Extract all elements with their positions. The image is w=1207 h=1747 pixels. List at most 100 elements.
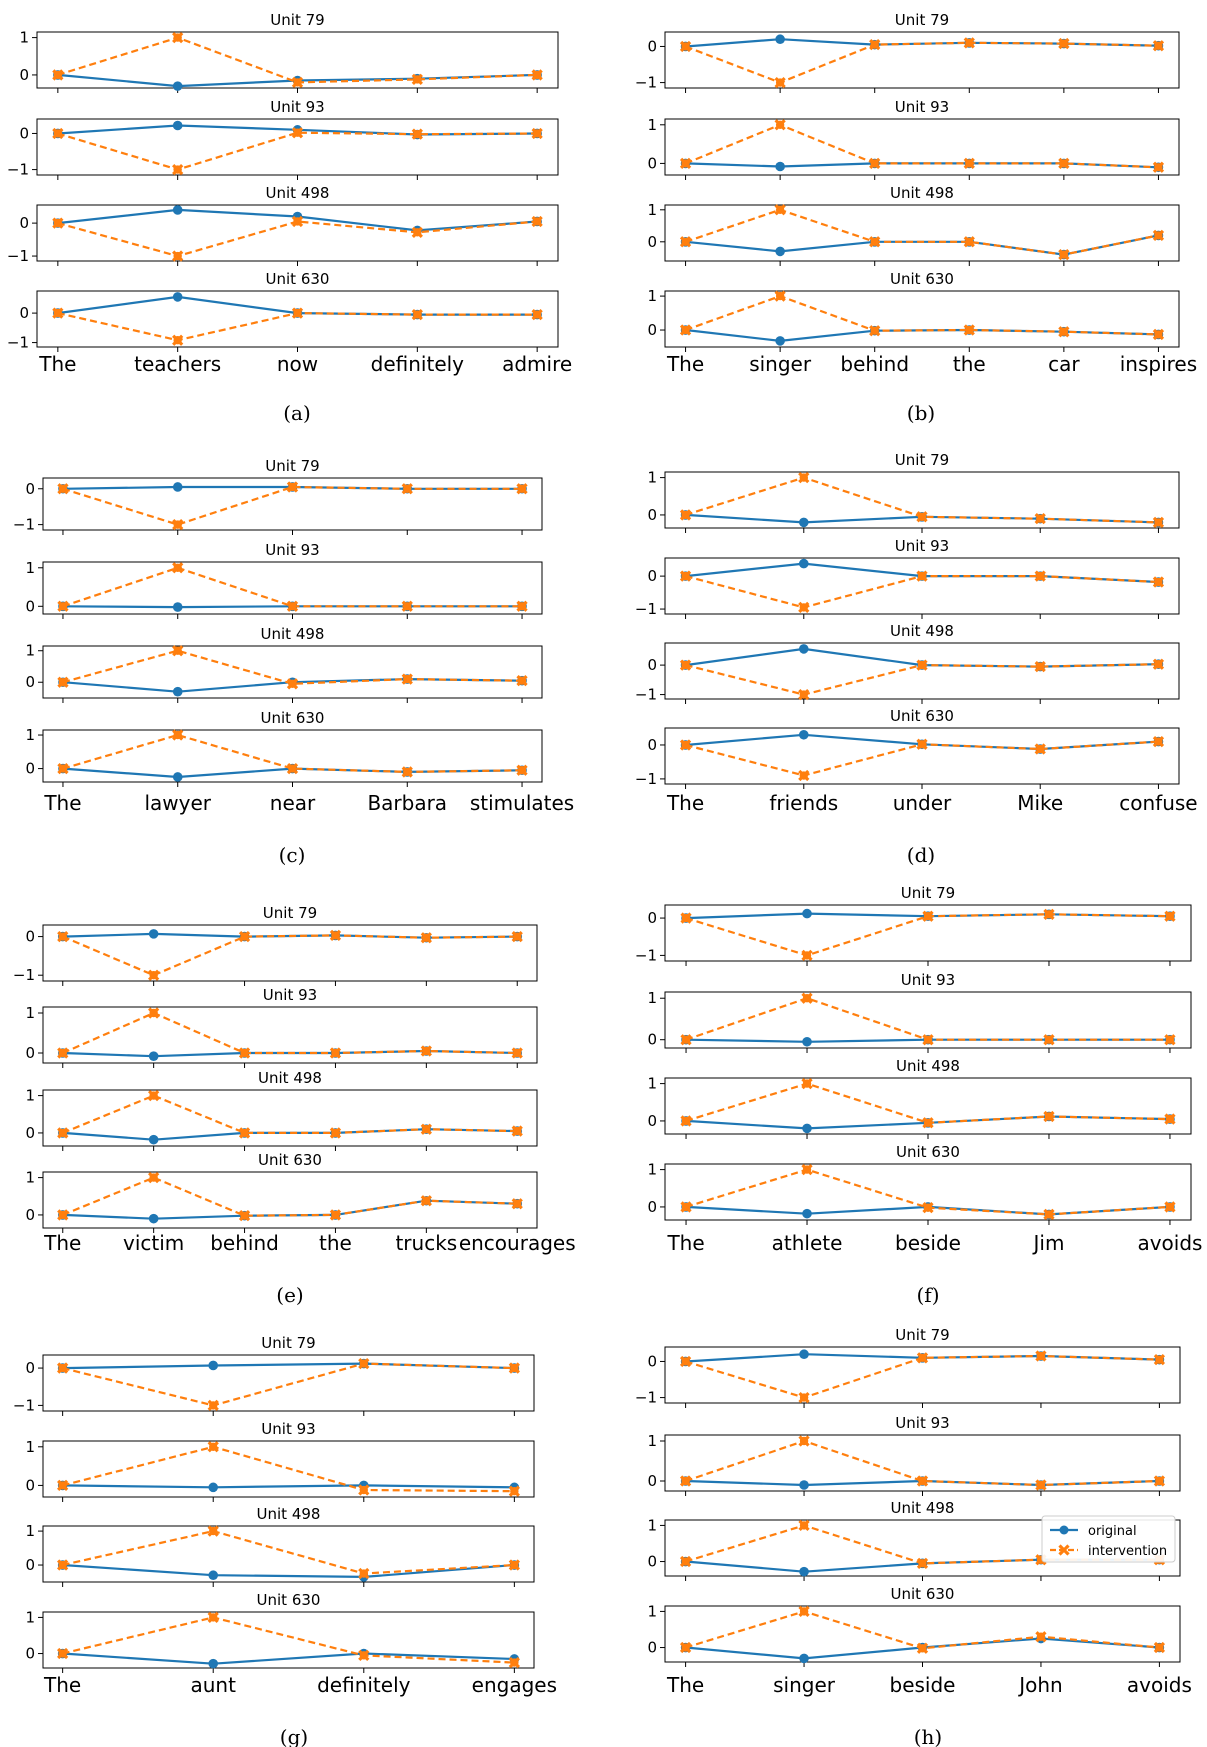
point-intervention [238,1127,251,1139]
series-line-intervention [62,1445,515,1493]
y-tick-label: 0 [647,1198,657,1216]
point-intervention [963,157,975,170]
subplot-title: Unit 630 [890,270,954,288]
point-intervention [679,40,692,53]
subplot-unit-498: Unit 498 1 0 [25,1505,535,1587]
y-tick-label: −1 [635,946,657,964]
x-tick-label: Barbara [367,791,447,815]
point-intervention [508,1485,520,1497]
plot-frame [42,729,543,783]
subplot-unit-630: Unit 630 1 0 [647,1143,1192,1225]
point-intervention [57,1479,69,1492]
y-tick-label: 0 [25,1556,35,1574]
point-intervention [774,204,786,216]
point-intervention [774,290,786,302]
point-intervention [679,236,692,248]
panel-caption: (a) [283,401,311,425]
point-intervention [329,929,342,942]
x-tick-label: The [38,352,76,376]
y-tick-label: 1 [25,1087,35,1105]
x-tick-label: now [277,352,318,376]
subplot-unit-498: Unit 498 1 0 [647,184,1180,266]
point-intervention [148,1089,160,1102]
subplot-title: Unit 630 [258,1151,322,1169]
y-tick-label: 1 [647,1516,657,1534]
x-tick-label: The [43,1231,81,1255]
plot-frame [42,924,538,982]
subplot-unit-79: Unit 79 1 0 [647,451,1180,533]
point-intervention [1058,326,1070,338]
point-intervention [1164,910,1176,922]
point-intervention [1058,37,1070,50]
y-tick-label: 1 [647,1432,657,1450]
point-intervention [1035,1479,1047,1491]
y-tick-label: 1 [19,29,29,47]
y-tick-label: 0 [25,673,35,691]
x-tick-label: beside [890,1673,956,1697]
series-line-intervention [62,934,518,977]
point-intervention [916,738,928,750]
y-tick-label: 0 [647,656,657,674]
x-tick-label: behind [210,1231,279,1255]
point-intervention [516,483,528,495]
plot-frame [42,1171,538,1229]
point-intervention [511,1125,523,1137]
subplot-unit-93: Unit 93 1 0 [25,1420,535,1502]
y-tick-label: 0 [25,480,35,498]
point-intervention [57,1209,69,1221]
point-original [799,1349,809,1360]
series-line-original [62,1128,518,1141]
point-intervention [420,1195,432,1207]
plot-frame [42,1089,538,1147]
point-original [172,120,183,131]
x-tick-label: Jim [1032,1231,1065,1255]
point-intervention [798,601,810,614]
series-line-intervention [685,1439,1160,1487]
point-intervention [52,69,64,81]
y-tick-label: −1 [635,74,657,92]
panel-a: Unit 79 1 0 Unit 93 0 −1 Unit 498 0 −1 Unit 630 0 −… [7,11,572,425]
x-tick-label: Mike [1017,791,1063,815]
y-tick-label: 0 [647,1553,657,1571]
y-tick-label: 1 [647,116,657,134]
point-intervention [57,1559,69,1571]
point-intervention [238,1047,251,1059]
point-intervention [148,1171,160,1184]
point-intervention [411,308,423,321]
point-intervention [679,659,692,671]
y-tick-label: −1 [7,334,29,352]
y-tick-label: 0 [647,1639,657,1657]
y-tick-label: 0 [25,1359,35,1377]
x-tick-label: The [666,352,704,376]
subplot-unit-79: Unit 79 0 −1 [635,884,1192,966]
y-tick-label: 1 [647,1161,657,1179]
plot-frame [42,1525,535,1583]
point-original [802,1208,812,1219]
point-intervention [916,1642,929,1654]
point-intervention [1035,1631,1047,1643]
y-tick-label: 1 [647,201,657,219]
subplot-unit-630: Unit 630 1 0 [25,1591,535,1673]
point-intervention [680,1115,692,1127]
point-intervention [358,1357,370,1370]
y-tick-label: 1 [25,1004,35,1022]
y-tick-label: 0 [25,1206,35,1224]
point-intervention [57,930,69,943]
subplot-title: Unit 93 [895,98,949,116]
subplot-unit-498: Unit 498 0 −1 [635,622,1180,704]
plot-frame [664,204,1180,262]
point-intervention [1152,40,1165,52]
series-line-original [62,1362,515,1370]
point-intervention [1164,1113,1176,1125]
point-intervention [172,250,184,262]
subplot-title: Unit 79 [895,451,949,469]
y-tick-label: 0 [19,304,29,322]
series-line-original [685,38,1159,48]
point-intervention [57,676,69,688]
panel-h: Unit 79 0 −1 Unit 93 1 0 Unit 498 1 0 original int… [635,1326,1192,1747]
series-line-intervention [62,1094,518,1135]
subplot-title: Unit 93 [270,98,324,116]
point-intervention [798,1435,810,1447]
y-tick-label: −1 [635,600,657,618]
